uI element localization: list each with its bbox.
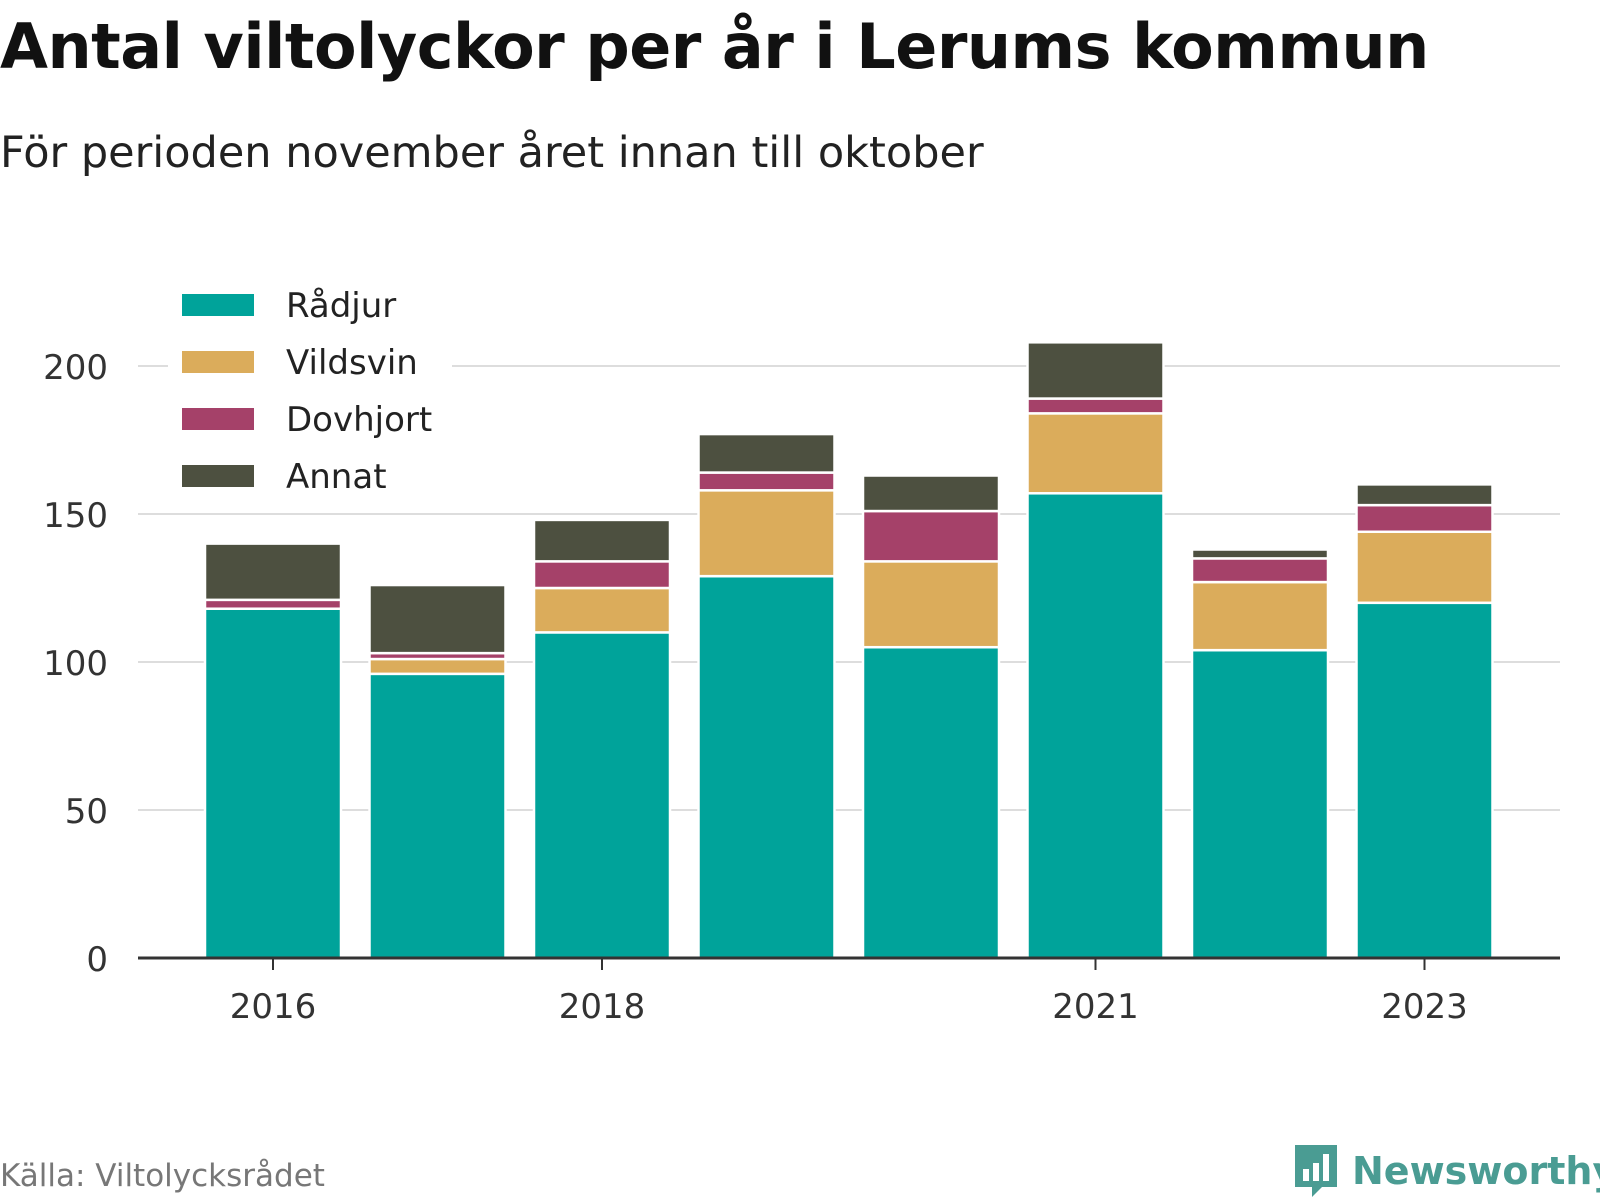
bar-segment-annat-2019 xyxy=(699,434,835,472)
bar-segment-annat-2018 xyxy=(534,520,670,561)
legend-label-rådjur: Rådjur xyxy=(286,286,396,326)
bar-segment-rådjur-2022 xyxy=(1192,650,1328,958)
bar-segment-rådjur-2021 xyxy=(1028,493,1164,958)
bar-segment-rådjur-2018 xyxy=(534,632,670,958)
bar-segment-annat-2020 xyxy=(863,476,999,512)
bar-segment-annat-2023 xyxy=(1357,484,1493,505)
x-tick-label: 2023 xyxy=(1381,987,1468,1027)
bar-segment-rådjur-2023 xyxy=(1357,603,1493,958)
bar-segment-dovhjort-2023 xyxy=(1357,505,1493,532)
bar-segment-dovhjort-2019 xyxy=(699,473,835,491)
bar-segment-vildsvin-2022 xyxy=(1192,582,1328,650)
bar-chart-speech-bubble-icon xyxy=(1292,1143,1340,1199)
bar-segment-vildsvin-2021 xyxy=(1028,413,1164,493)
bar-segment-dovhjort-2016 xyxy=(205,600,341,609)
y-tick-label: 0 xyxy=(86,940,108,980)
bar-segment-rådjur-2020 xyxy=(863,647,999,958)
bar-segment-annat-2017 xyxy=(370,585,506,653)
bar-segment-vildsvin-2019 xyxy=(699,490,835,576)
x-tick-label: 2018 xyxy=(559,987,646,1027)
bar-segment-rådjur-2019 xyxy=(699,576,835,958)
y-tick-label: 200 xyxy=(43,348,108,388)
bar-segment-annat-2021 xyxy=(1028,342,1164,398)
bar-segment-dovhjort-2022 xyxy=(1192,558,1328,582)
bar-segment-rådjur-2016 xyxy=(205,609,341,958)
source-credit: Källa: Viltolycksrådet xyxy=(0,1158,325,1194)
bar-segment-annat-2022 xyxy=(1192,550,1328,559)
y-tick-label: 150 xyxy=(43,496,108,536)
bar-segment-annat-2016 xyxy=(205,544,341,600)
legend-swatch-annat xyxy=(182,465,254,487)
bar-segment-vildsvin-2017 xyxy=(370,659,506,674)
legend-swatch-dovhjort xyxy=(182,408,254,430)
bar-segment-vildsvin-2020 xyxy=(863,561,999,647)
x-tick-label: 2021 xyxy=(1052,987,1139,1027)
bar-segment-dovhjort-2021 xyxy=(1028,399,1164,414)
bar-segment-vildsvin-2023 xyxy=(1357,532,1493,603)
y-tick-label: 100 xyxy=(43,644,108,684)
legend-swatch-rådjur xyxy=(182,294,254,316)
bar-segment-dovhjort-2020 xyxy=(863,511,999,561)
bar-segment-rådjur-2017 xyxy=(370,674,506,958)
x-tick-label: 2016 xyxy=(230,987,317,1027)
bar-segment-dovhjort-2018 xyxy=(534,561,670,588)
brand-name: Newsworthy xyxy=(1352,1149,1600,1193)
legend-label-vildsvin: Vildsvin xyxy=(286,343,418,383)
legend-label-dovhjort: Dovhjort xyxy=(286,400,432,440)
y-tick-label: 50 xyxy=(65,792,108,832)
brand-logo: Newsworthy xyxy=(1292,1143,1600,1199)
legend-swatch-vildsvin xyxy=(182,351,254,373)
bar-segment-vildsvin-2018 xyxy=(534,588,670,632)
legend-label-annat: Annat xyxy=(286,457,387,497)
stacked-bar-chart: 0 50 100 150 200 2016 2018 2021 2023 Rådjur Vildsv… xyxy=(0,0,1600,1200)
